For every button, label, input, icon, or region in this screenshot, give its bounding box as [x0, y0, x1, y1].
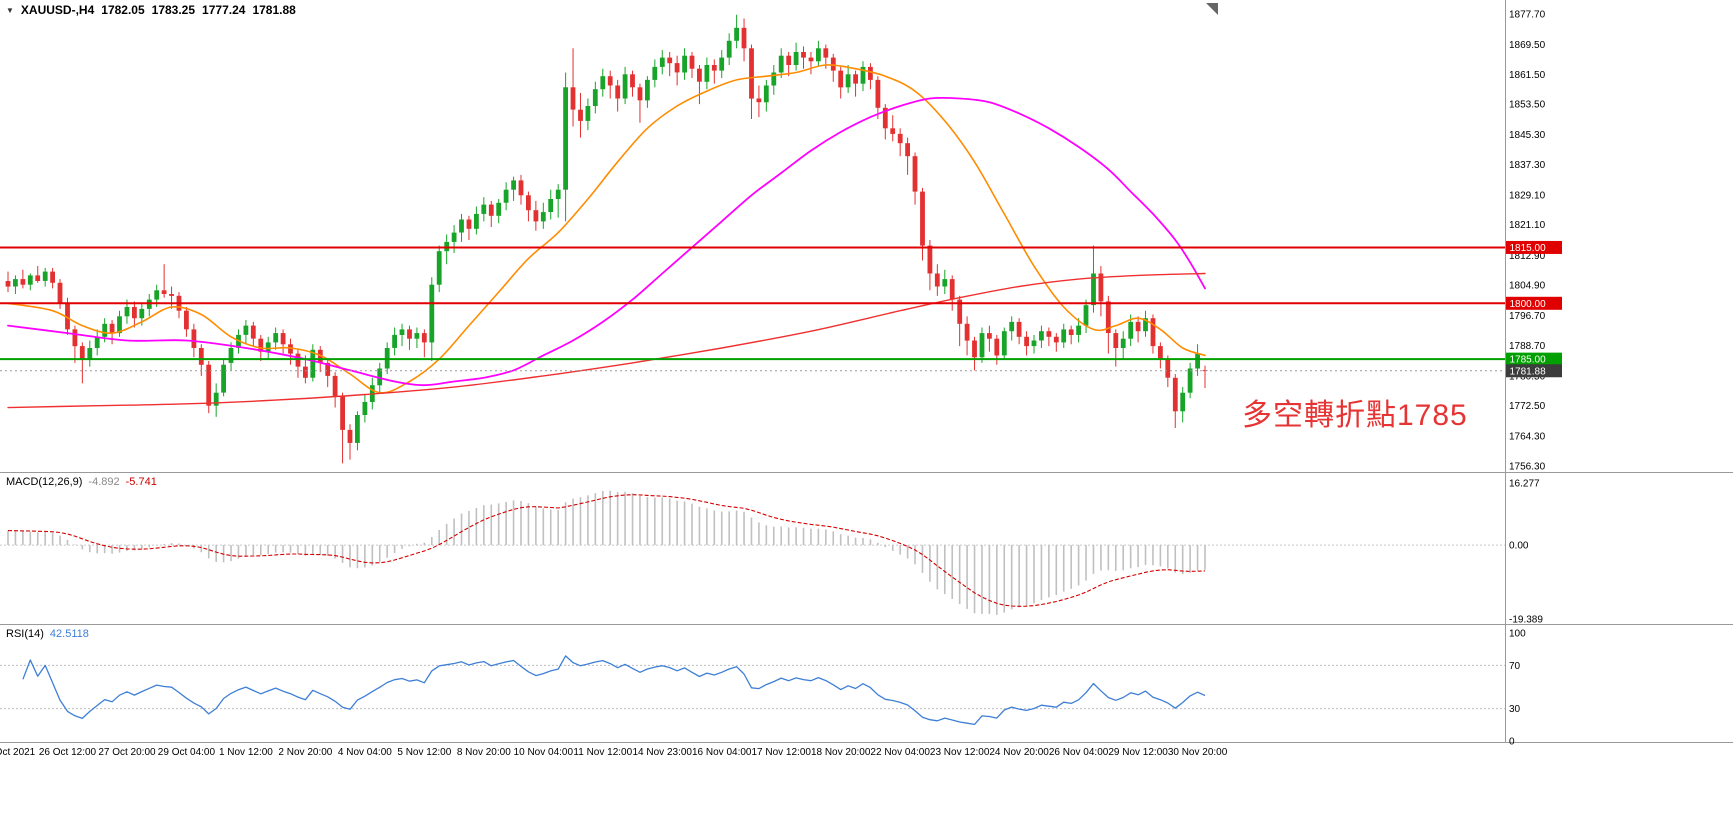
macd-tick-label: -19.389	[1509, 615, 1543, 626]
price-tag-label: 1815.00	[1510, 243, 1547, 254]
ohlc-low-value: 1777.24	[202, 3, 246, 17]
price-tick-label: 1877.70	[1509, 10, 1546, 21]
macd-signal-line	[7, 494, 1206, 607]
rsi-line	[22, 655, 1206, 726]
price-tick-label: 1764.30	[1509, 432, 1546, 443]
date-tick-label: 26 Nov 04:00	[1049, 747, 1109, 758]
current-price-line: 1781.88	[0, 364, 1562, 378]
symbol-period-label: XAUUSD-,H4	[20, 3, 95, 17]
date-tick-label: 14 Nov 23:00	[633, 747, 693, 758]
date-tick-label: 16 Nov 04:00	[692, 747, 752, 758]
price-tick-label: 1853.50	[1509, 100, 1546, 111]
candlesticks	[5, 14, 1208, 464]
price-tag-label: 1785.00	[1510, 355, 1547, 366]
rsi-tick-label: 70	[1509, 661, 1521, 672]
current-price-tag-label: 1781.88	[1510, 366, 1547, 377]
date-tick-label: 2 Nov 20:00	[278, 747, 332, 758]
date-tick-label: 8 Nov 20:00	[457, 747, 511, 758]
ma-slow-red-line	[7, 272, 1206, 409]
date-tick-label: 11 Nov 12:00	[573, 747, 632, 758]
price-tick-label: 1812.90	[1509, 251, 1546, 262]
panel-separators	[0, 0, 1733, 743]
price-tag-label: 1800.00	[1510, 299, 1547, 310]
price-tick-label: 1796.70	[1509, 311, 1546, 322]
price-tick-label: 1861.50	[1509, 70, 1546, 81]
date-tick-label: 29 Oct 04:00	[158, 747, 216, 758]
date-tick-label: 17 Nov 12:00	[751, 747, 811, 758]
date-tick-label: 24 Nov 20:00	[989, 747, 1049, 758]
price-tick-label: 1788.70	[1509, 341, 1546, 352]
rsi-tick-label: 30	[1509, 704, 1521, 715]
chart-header: ▼ XAUUSD-,H4 1782.05 1783.25 1777.24 178…	[6, 3, 296, 17]
hline-1800.00[interactable]: 1800.00	[0, 296, 1562, 310]
date-tick-label: 25 Oct 2021	[0, 747, 36, 758]
macd-tick-label: 16.277	[1509, 479, 1540, 490]
price-axis: 1877.70 1869.50 1861.50 1853.50 1845.30 1837.…	[1509, 10, 1546, 748]
macd-histogram	[0, 490, 1505, 615]
macd-indicator-header: MACD(12,26,9) -4.892 -5.741	[6, 476, 157, 488]
price-tick-label: 1804.90	[1509, 281, 1546, 292]
date-tick-label: 23 Nov 12:00	[930, 747, 990, 758]
date-tick-label: 22 Nov 04:00	[870, 747, 930, 758]
macd-main-value: -4.892	[88, 476, 120, 488]
ohlc-open-value: 1782.05	[101, 3, 145, 17]
chart-shift-marker-icon	[1206, 3, 1218, 15]
rsi-indicator-header: RSI(14) 42.5118	[6, 628, 89, 640]
symbol-collapse-icon[interactable]: ▼	[6, 5, 14, 15]
price-tick-label: 1821.10	[1509, 220, 1546, 231]
date-tick-label: 30 Nov 20:00	[1168, 747, 1228, 758]
ohlc-high-value: 1783.25	[151, 3, 196, 17]
rsi-value: 42.5118	[49, 628, 89, 640]
ma-fast-orange-line	[7, 64, 1206, 394]
date-tick-label: 5 Nov 12:00	[397, 747, 451, 758]
date-tick-label: 18 Nov 20:00	[811, 747, 871, 758]
price-tick-label: 1829.10	[1509, 190, 1546, 201]
date-tick-label: 26 Oct 12:00	[39, 747, 97, 758]
hline-1815.00[interactable]: 1815.00	[0, 240, 1562, 254]
rsi-indicator-label: RSI(14)	[6, 628, 44, 640]
macd-signal-value: -5.741	[125, 476, 157, 488]
date-tick-label: 10 Nov 04:00	[514, 747, 574, 758]
rsi-tick-label: 0	[1509, 737, 1515, 748]
rsi-levels	[0, 664, 1505, 710]
macd-indicator-label: MACD(12,26,9)	[6, 476, 83, 488]
date-tick-label: 1 Nov 12:00	[219, 747, 273, 758]
price-tick-label: 1772.50	[1509, 401, 1546, 412]
price-tick-label: 1837.30	[1509, 160, 1546, 171]
price-tick-label: 1756.30	[1509, 462, 1546, 473]
rsi-tick-label: 100	[1509, 629, 1526, 640]
price-tick-label: 1869.50	[1509, 40, 1546, 51]
macd-tick-label: 0.00	[1509, 541, 1529, 552]
date-tick-label: 29 Nov 12:00	[1108, 747, 1168, 758]
price-tick-label: 1845.30	[1509, 130, 1546, 141]
chart-annotation-text[interactable]: 多空轉折點1785	[1242, 399, 1468, 432]
date-tick-label: 4 Nov 04:00	[338, 747, 392, 758]
hline-1785.00[interactable]: 1785.00	[0, 352, 1562, 366]
ohlc-close-value: 1781.88	[252, 3, 296, 17]
date-tick-label: 27 Oct 20:00	[98, 747, 156, 758]
